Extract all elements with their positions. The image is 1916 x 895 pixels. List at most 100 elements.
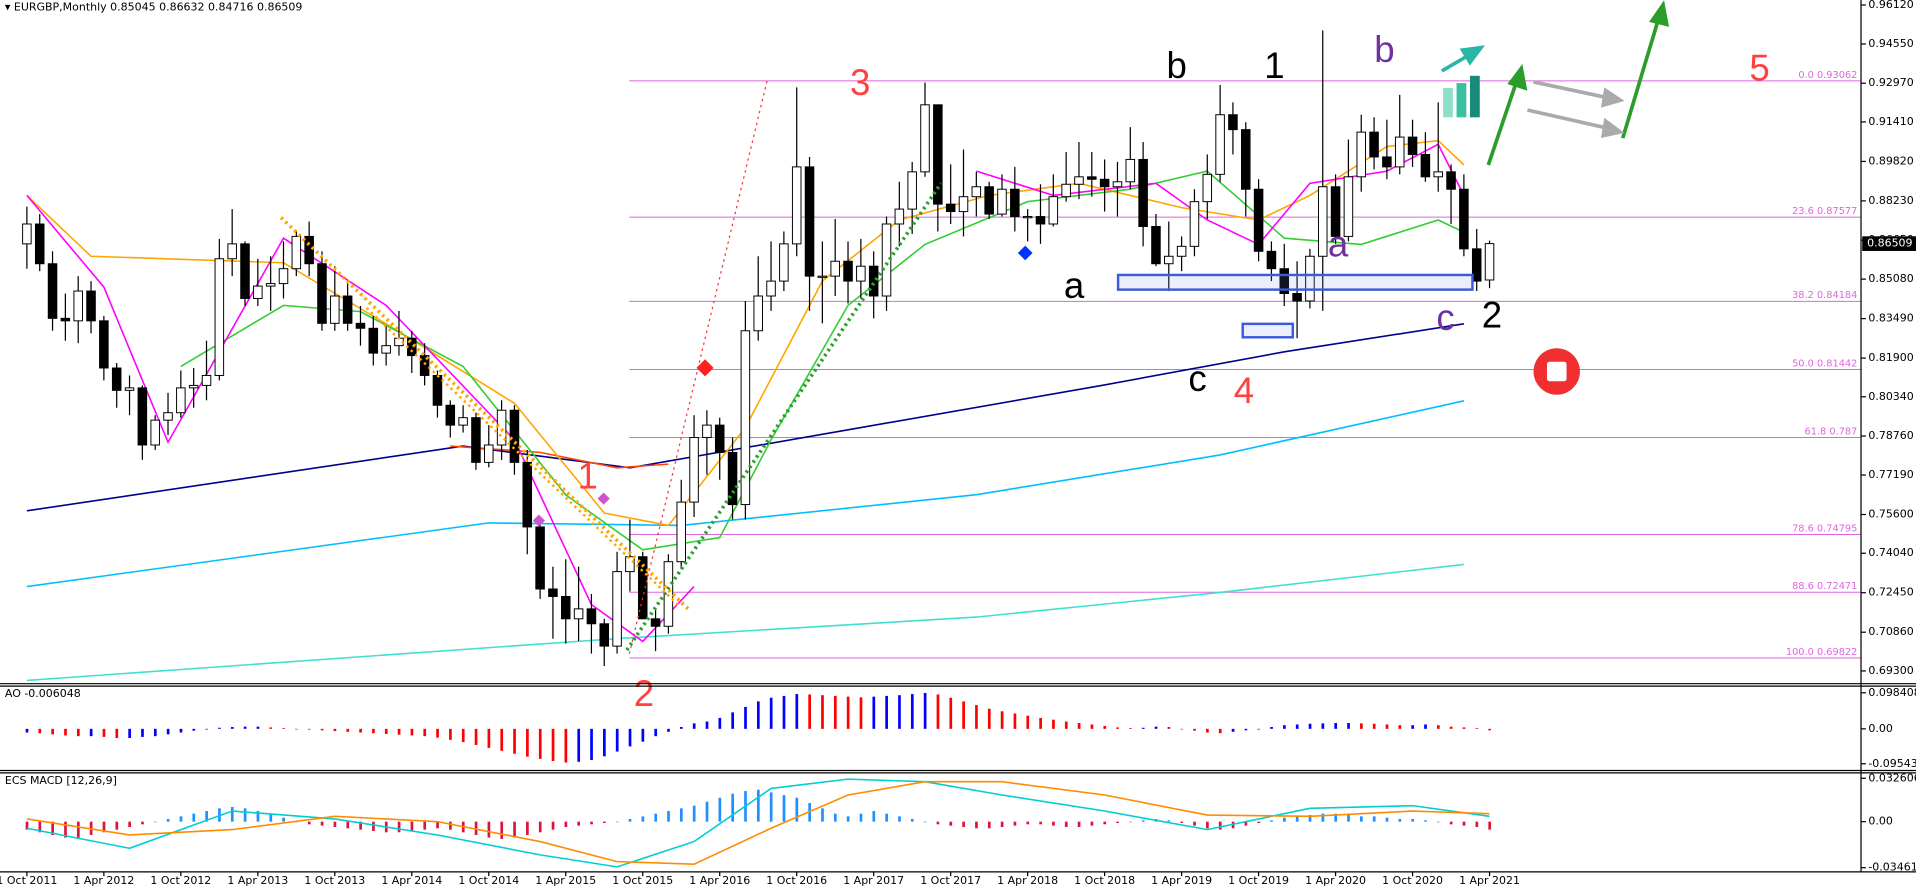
histogram-bar (1052, 719, 1055, 729)
histogram-bar (962, 821, 965, 827)
candle-body (650, 618, 661, 627)
histogram-bar (295, 728, 298, 730)
histogram-bar (910, 694, 914, 729)
y-tick-label: 0.85080 (1868, 272, 1913, 285)
arrow-head (1507, 64, 1528, 91)
histogram-bar (1462, 727, 1466, 729)
histogram-bar (603, 728, 606, 757)
y-tick-label: 0.70860 (1868, 625, 1913, 638)
candle-body (111, 367, 122, 391)
close-value: 0.86509 (257, 0, 302, 13)
candle-body (1330, 186, 1341, 237)
candle-body (1176, 245, 1187, 257)
histogram-bar (307, 821, 311, 825)
histogram-bar (179, 728, 183, 733)
histogram-bar (474, 728, 478, 745)
candle-body (1433, 171, 1443, 178)
histogram-bar (1013, 821, 1017, 826)
histogram-bar (1321, 723, 1325, 729)
histogram-bar (333, 821, 337, 827)
x-tick-label: 1 Oct 2012 (150, 874, 211, 887)
candle-body (1484, 243, 1495, 281)
histogram-bar (692, 805, 696, 822)
histogram-bar (436, 821, 439, 829)
candle-body (1471, 248, 1482, 282)
histogram-bar (1372, 723, 1376, 729)
histogram-bar (1077, 821, 1081, 827)
x-tick-label: 1 Oct 2014 (458, 874, 519, 887)
histogram-bar (333, 728, 337, 732)
candle-body (355, 322, 366, 329)
histogram-bar (141, 728, 144, 737)
histogram-bar (898, 816, 901, 822)
histogram-bar (320, 821, 324, 826)
candle-body (1022, 216, 1033, 219)
histogram-bar (551, 728, 555, 762)
indicator-line (450, 445, 669, 469)
candle-body (727, 451, 738, 506)
candle-body (86, 290, 96, 322)
fib-label: 78.6 0.74795 (1792, 523, 1857, 534)
chart-header: ▾ EURGBP,Monthly 0.85045 0.86632 0.84716… (5, 0, 303, 13)
histogram-bar (346, 728, 350, 732)
candle-body (1151, 225, 1161, 265)
bars-icon (1456, 83, 1467, 118)
histogram-bar (1488, 728, 1492, 731)
candle-body (445, 404, 456, 426)
histogram-bar (115, 821, 119, 830)
histogram-bar (872, 811, 876, 822)
histogram-bar (384, 728, 388, 734)
histogram-bar (667, 811, 670, 822)
candle-body (47, 263, 58, 319)
histogram-bar (1090, 724, 1094, 729)
candle-body (843, 260, 853, 282)
fib-ratio: 50.0 (1792, 358, 1814, 369)
fib-ratio: 23.6 (1792, 206, 1814, 217)
histogram-bar (76, 821, 80, 838)
arrow (1486, 77, 1520, 166)
candle-body (1266, 250, 1277, 270)
wave-label: c (1436, 297, 1454, 338)
histogram-bar (487, 728, 491, 748)
histogram-bar (654, 813, 658, 822)
candle-body (868, 265, 879, 297)
marker (532, 514, 545, 527)
y-tick-label: 0.69300 (1868, 664, 1913, 677)
candle-body (522, 461, 533, 528)
histogram-bar (680, 808, 683, 822)
histogram-bar (526, 821, 529, 835)
candle-body (945, 203, 956, 213)
candle-body (1010, 188, 1020, 218)
candle-body (1382, 156, 1392, 168)
candle-body (240, 243, 250, 299)
histogram-bar (307, 728, 311, 730)
candle-body (920, 104, 930, 173)
candle-body (1228, 114, 1238, 131)
fib-label: 61.8 0.787 (1805, 426, 1858, 437)
histogram-bar (923, 821, 927, 823)
histogram-bar (756, 789, 760, 822)
arrows (1440, 45, 1486, 73)
histogram-bar (423, 728, 427, 737)
histogram-bar (1218, 821, 1222, 830)
histogram-bar (705, 721, 709, 729)
candle-body (1099, 178, 1110, 188)
candle-body (150, 419, 160, 446)
x-tick-label: 1 Apr 2021 (1459, 874, 1520, 887)
y-tick-label: 0.88230 (1868, 194, 1913, 207)
histogram-bar (1398, 725, 1402, 729)
histogram-bar (513, 821, 516, 838)
candle-body (432, 374, 443, 406)
price-label-box (1862, 236, 1916, 251)
candle-body (471, 417, 481, 463)
fib-ratio: 100.0 (1786, 647, 1814, 658)
histogram-bar (1154, 726, 1158, 729)
candle-body (637, 556, 648, 620)
histogram-bar (1180, 821, 1184, 823)
histogram-bar (76, 728, 80, 737)
y-tick-label: 0.89820 (1868, 154, 1913, 167)
x-tick-label: 1 Apr 2015 (535, 874, 596, 887)
y-tick-label: 0.96120 (1868, 0, 1913, 11)
y-tick-label: 0.94550 (1868, 37, 1913, 50)
histogram-bar (641, 816, 645, 822)
